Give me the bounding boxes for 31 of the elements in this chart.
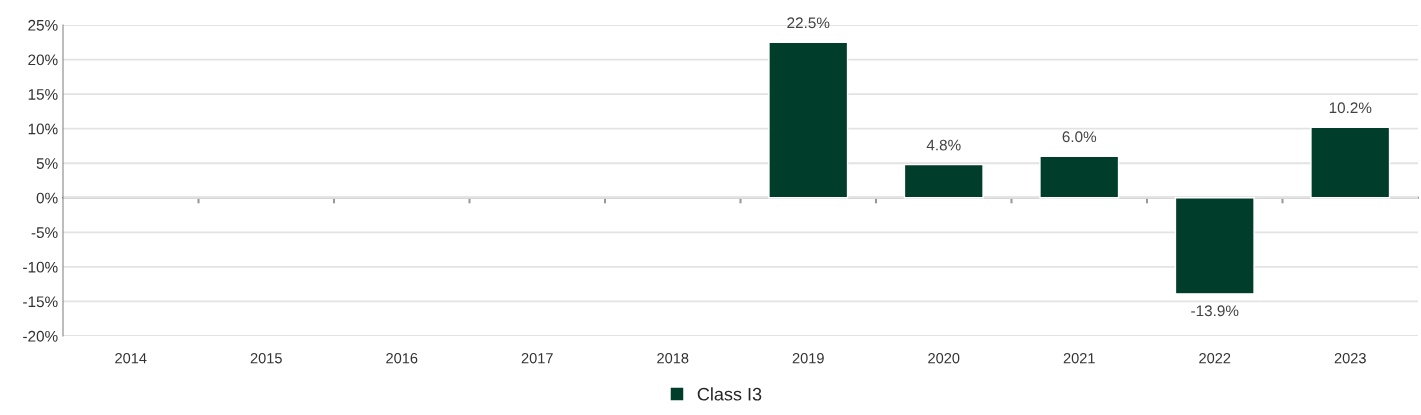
data-label: 22.5% bbox=[787, 17, 830, 29]
data-label: 4.8% bbox=[926, 139, 961, 151]
x-tick-label: 2020 bbox=[928, 353, 960, 364]
y-tick-label: 15% bbox=[28, 89, 58, 100]
x-tick-label: 2016 bbox=[386, 353, 418, 364]
y-tick-label: -10% bbox=[23, 261, 58, 273]
data-label: -13.9% bbox=[1191, 305, 1239, 317]
legend-label: Class I3 bbox=[697, 387, 762, 401]
x-tick-label: 2022 bbox=[1199, 353, 1231, 364]
y-tick-label: -20% bbox=[23, 330, 58, 342]
data-label: 10.2% bbox=[1329, 102, 1372, 114]
y-tick-label: -5% bbox=[31, 227, 58, 239]
y-tick-label: 0% bbox=[36, 192, 58, 204]
x-tick-label: 2015 bbox=[250, 353, 282, 364]
y-tick-label: 25% bbox=[28, 19, 58, 31]
bar bbox=[768, 41, 849, 199]
bar bbox=[1039, 155, 1120, 199]
x-tick-label: 2018 bbox=[657, 353, 689, 364]
bar bbox=[1174, 197, 1255, 295]
x-tick-label: 2014 bbox=[115, 353, 147, 364]
bar bbox=[1310, 126, 1391, 199]
bar bbox=[903, 163, 984, 199]
data-label: 6.0% bbox=[1062, 131, 1097, 143]
x-tick-label: 2017 bbox=[521, 353, 553, 364]
y-tick-label: -15% bbox=[23, 296, 58, 308]
y-tick-label: 10% bbox=[28, 123, 58, 135]
x-tick-label: 2019 bbox=[792, 353, 824, 364]
y-tick-label: 5% bbox=[36, 158, 58, 169]
y-tick-label: 20% bbox=[28, 54, 58, 66]
x-tick-label: 2023 bbox=[1334, 353, 1366, 364]
x-tick-label: 2021 bbox=[1063, 353, 1095, 364]
